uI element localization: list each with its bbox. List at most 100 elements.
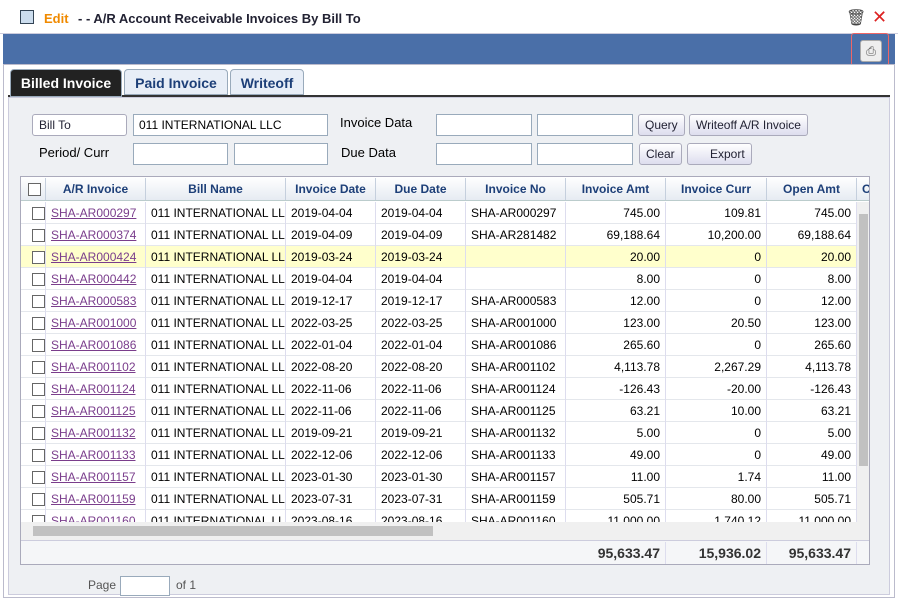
invoice-link[interactable]: SHA-AR000424: [46, 246, 146, 268]
close-icon[interactable]: ✕: [872, 7, 888, 27]
checkbox[interactable]: [32, 207, 45, 220]
invoice-link[interactable]: SHA-AR001160: [46, 510, 146, 522]
label: Due Data: [341, 145, 396, 160]
row[interactable]: SHA-AR001125 011 INTERNATIONAL LLC 2022-11…: [21, 400, 857, 422]
row[interactable]: SHA-AR001160 011 INTERNATIONAL LLC 2023-08…: [21, 510, 857, 522]
invoice-link[interactable]: SHA-AR001159: [46, 488, 146, 510]
cell: 2019-04-04: [286, 202, 376, 224]
invoice-link[interactable]: SHA-AR000442: [46, 268, 146, 290]
cell: 11.00: [767, 466, 857, 488]
cell: SHA-AR001000: [466, 312, 566, 334]
row[interactable]: SHA-AR001133 011 INTERNATIONAL LLC 2022-12…: [21, 444, 857, 466]
totals-row: 95,633.47 15,936.02 95,633.47: [21, 540, 869, 564]
h-scrollbar[interactable]: [21, 522, 869, 540]
invoice-link[interactable]: SHA-AR001086: [46, 334, 146, 356]
column-header[interactable]: Op: [857, 178, 869, 200]
column-header[interactable]: Bill Name: [146, 178, 286, 200]
invoice-link[interactable]: SHA-AR001102: [46, 356, 146, 378]
checkbox[interactable]: [32, 361, 45, 374]
checkbox[interactable]: [32, 449, 45, 462]
row[interactable]: SHA-AR001159 011 INTERNATIONAL LLC 2023-07…: [21, 488, 857, 510]
checkbox[interactable]: [32, 273, 45, 286]
thumb[interactable]: [859, 214, 868, 466]
row[interactable]: SHA-AR000583 011 INTERNATIONAL LLC 2019-12…: [21, 290, 857, 312]
cell: 2022-11-06: [376, 378, 466, 400]
cell: SHA-AR001086: [466, 334, 566, 356]
checkbox[interactable]: [32, 471, 45, 484]
cell: 11.00: [566, 466, 666, 488]
tab[interactable]: Paid Invoice: [124, 69, 228, 95]
invoice-link[interactable]: SHA-AR001000: [46, 312, 146, 334]
invoice-link[interactable]: SHA-AR001125: [46, 400, 146, 422]
row[interactable]: SHA-AR001124 011 INTERNATIONAL LLC 2022-11…: [21, 378, 857, 400]
curr-combo[interactable]: [234, 143, 328, 165]
cell: 10,200.00: [666, 224, 767, 246]
bill-to-select[interactable]: Bill To: [32, 114, 127, 136]
checkbox[interactable]: [32, 295, 45, 308]
date-input[interactable]: [436, 114, 532, 136]
checkbox-cell: [21, 202, 46, 224]
checkbox[interactable]: [32, 515, 45, 522]
invoice-link[interactable]: SHA-AR001132: [46, 422, 146, 444]
invoice-link[interactable]: SHA-AR000297: [46, 202, 146, 224]
row[interactable]: SHA-AR000442 011 INTERNATIONAL LLC 2019-04…: [21, 268, 857, 290]
row[interactable]: SHA-AR000374 011 INTERNATIONAL LLC 2019-04…: [21, 224, 857, 246]
icon: [20, 10, 34, 24]
customer-combo[interactable]: 011 INTERNATIONAL LLC: [133, 114, 328, 136]
date-input[interactable]: [436, 143, 532, 165]
checkbox[interactable]: [32, 383, 45, 396]
checkbox[interactable]: [32, 493, 45, 506]
column-header[interactable]: A/R Invoice: [46, 178, 146, 200]
period-combo[interactable]: [133, 143, 228, 165]
row[interactable]: SHA-AR001102 011 INTERNATIONAL LLC 2022-08…: [21, 356, 857, 378]
cell: 011 INTERNATIONAL LLC: [146, 466, 286, 488]
invoice-link[interactable]: SHA-AR000374: [46, 224, 146, 246]
row[interactable]: SHA-AR001157 011 INTERNATIONAL LLC 2023-01…: [21, 466, 857, 488]
cell: 123.00: [566, 312, 666, 334]
cell: 011 INTERNATIONAL LLC: [146, 224, 286, 246]
export-button[interactable]: Export: [687, 143, 752, 165]
writeoff-button[interactable]: Writeoff A/R Invoice: [689, 114, 808, 136]
checkbox[interactable]: [32, 405, 45, 418]
thumb[interactable]: [33, 526, 433, 536]
checkbox-cell: [21, 466, 46, 488]
row[interactable]: SHA-AR001132 011 INTERNATIONAL LLC 2019-09…: [21, 422, 857, 444]
cell: [466, 268, 566, 290]
query-button[interactable]: Query: [638, 114, 685, 136]
checkbox[interactable]: [28, 183, 41, 196]
cell: SHA-AR001159: [466, 488, 566, 510]
checkbox[interactable]: [32, 317, 45, 330]
invoice-link[interactable]: SHA-AR000583: [46, 290, 146, 312]
invoice-link[interactable]: SHA-AR001124: [46, 378, 146, 400]
checkbox[interactable]: [32, 229, 45, 242]
row[interactable]: SHA-AR001086 011 INTERNATIONAL LLC 2022-01…: [21, 334, 857, 356]
checkbox[interactable]: [32, 339, 45, 352]
column-header[interactable]: Due Date: [376, 178, 466, 200]
tab[interactable]: Writeoff: [230, 69, 304, 95]
cell: 011 INTERNATIONAL LLC: [146, 422, 286, 444]
total: 95,633.47: [767, 542, 857, 564]
column-header[interactable]: Invoice No: [466, 178, 566, 200]
checkbox[interactable]: [32, 251, 45, 264]
cell: 2023-01-30: [376, 466, 466, 488]
print-button[interactable]: ⎙: [860, 40, 882, 62]
delete-icon[interactable]: 🗑: [846, 10, 867, 27]
checkbox-cell: [21, 178, 46, 200]
invoice-link[interactable]: SHA-AR001157: [46, 466, 146, 488]
checkbox[interactable]: [32, 427, 45, 440]
tab[interactable]: Billed Invoice: [10, 69, 122, 97]
v-scrollbar[interactable]: [857, 202, 869, 522]
cell: 1,740.12: [666, 510, 767, 522]
column-header[interactable]: Open Amt: [767, 178, 857, 200]
row[interactable]: SHA-AR001000 011 INTERNATIONAL LLC 2022-03…: [21, 312, 857, 334]
column-header[interactable]: Invoice Curr: [666, 178, 767, 200]
column-header[interactable]: Invoice Date: [286, 178, 376, 200]
date-input[interactable]: [537, 114, 633, 136]
page-input[interactable]: [120, 576, 170, 596]
date-input[interactable]: [537, 143, 633, 165]
row[interactable]: SHA-AR000297 011 INTERNATIONAL LLC 2019-04…: [21, 202, 857, 224]
row[interactable]: SHA-AR000424 011 INTERNATIONAL LLC 2019-03…: [21, 246, 857, 268]
invoice-link[interactable]: SHA-AR001133: [46, 444, 146, 466]
column-header[interactable]: Invoice Amt: [566, 178, 666, 200]
clear-button[interactable]: Clear: [639, 143, 682, 165]
